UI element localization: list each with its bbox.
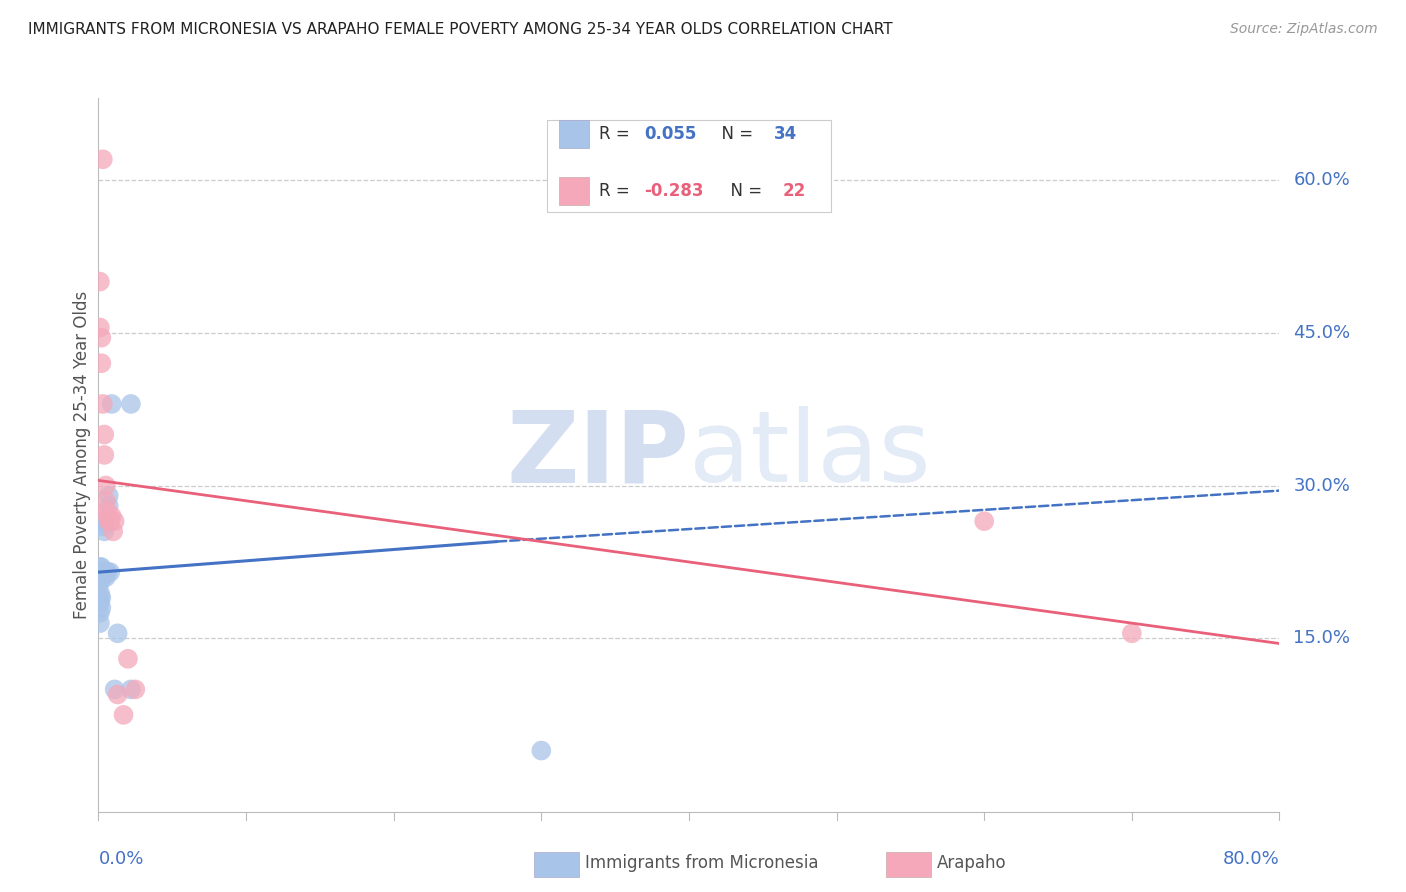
Point xyxy=(91,519,114,533)
Y-axis label: Female Poverty Among 25-34 Year Olds: Female Poverty Among 25-34 Year Olds xyxy=(73,291,91,619)
Point xyxy=(1121,626,1143,640)
Text: N =: N = xyxy=(711,125,759,143)
FancyBboxPatch shape xyxy=(547,120,831,212)
Point xyxy=(93,427,115,442)
Point xyxy=(104,682,127,697)
Text: Immigrants from Micronesia: Immigrants from Micronesia xyxy=(585,855,818,872)
Point xyxy=(91,153,114,167)
Point xyxy=(94,478,117,492)
Point xyxy=(120,682,142,697)
Text: R =: R = xyxy=(599,182,636,200)
Point xyxy=(98,565,121,579)
Text: 80.0%: 80.0% xyxy=(1223,850,1279,869)
Point xyxy=(117,652,139,666)
Text: 45.0%: 45.0% xyxy=(1294,324,1351,342)
Point xyxy=(96,504,118,518)
Point xyxy=(89,591,111,605)
Text: 15.0%: 15.0% xyxy=(1294,630,1350,648)
Point xyxy=(97,489,120,503)
Text: 30.0%: 30.0% xyxy=(1294,476,1350,494)
Point xyxy=(91,570,114,584)
Point xyxy=(107,626,129,640)
Point xyxy=(91,397,114,411)
Point xyxy=(104,514,127,528)
Text: Arapaho: Arapaho xyxy=(936,855,1007,872)
Point xyxy=(90,560,112,574)
Text: atlas: atlas xyxy=(689,407,931,503)
Text: R =: R = xyxy=(599,125,636,143)
Point xyxy=(89,585,111,599)
Point xyxy=(94,565,117,579)
Point xyxy=(90,591,112,605)
Point xyxy=(100,397,122,411)
Text: -0.283: -0.283 xyxy=(644,182,703,200)
Text: 22: 22 xyxy=(782,182,806,200)
Point xyxy=(124,682,146,697)
Point xyxy=(89,606,111,620)
Point xyxy=(973,514,995,528)
Point xyxy=(89,275,111,289)
Point xyxy=(90,331,112,345)
Text: N =: N = xyxy=(720,182,768,200)
Text: 34: 34 xyxy=(773,125,797,143)
Text: 60.0%: 60.0% xyxy=(1294,170,1350,189)
Point xyxy=(90,600,112,615)
Bar xyxy=(560,120,589,148)
Text: Source: ZipAtlas.com: Source: ZipAtlas.com xyxy=(1230,22,1378,37)
Point xyxy=(93,524,115,539)
Point xyxy=(94,493,117,508)
Point xyxy=(93,565,115,579)
Point xyxy=(107,688,129,702)
Point xyxy=(93,448,115,462)
Text: IMMIGRANTS FROM MICRONESIA VS ARAPAHO FEMALE POVERTY AMONG 25-34 YEAR OLDS CORRE: IMMIGRANTS FROM MICRONESIA VS ARAPAHO FE… xyxy=(28,22,893,37)
Point xyxy=(96,565,118,579)
Point xyxy=(100,509,122,524)
Point xyxy=(89,560,111,574)
Point xyxy=(530,743,553,757)
Point xyxy=(93,514,115,528)
Point xyxy=(96,509,118,524)
Point xyxy=(89,575,111,590)
Point xyxy=(94,570,117,584)
Text: 0.055: 0.055 xyxy=(644,125,696,143)
Point xyxy=(89,596,111,610)
Point xyxy=(90,565,112,579)
Text: ZIP: ZIP xyxy=(506,407,689,503)
Point xyxy=(120,397,142,411)
Point xyxy=(89,616,111,631)
Point xyxy=(90,356,112,370)
Point xyxy=(97,499,120,513)
Point xyxy=(112,707,135,722)
Bar xyxy=(560,177,589,205)
Point xyxy=(98,514,121,528)
Point xyxy=(96,565,118,579)
Point xyxy=(103,524,125,539)
Point xyxy=(89,320,111,334)
Text: 0.0%: 0.0% xyxy=(98,850,143,869)
Point xyxy=(97,514,120,528)
Point xyxy=(91,565,114,579)
